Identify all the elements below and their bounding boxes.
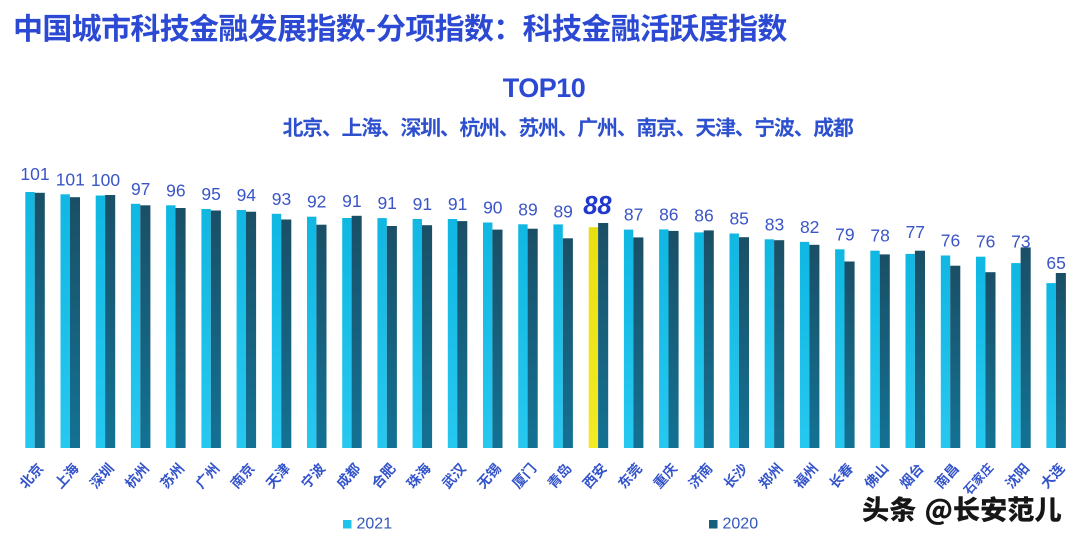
svg-text:91: 91 <box>413 194 432 214</box>
svg-text:91: 91 <box>342 191 361 211</box>
svg-text:2020: 2020 <box>723 516 759 533</box>
svg-text:97: 97 <box>131 179 150 199</box>
svg-text:79: 79 <box>835 224 854 244</box>
svg-text:87: 87 <box>624 205 643 225</box>
svg-text:101: 101 <box>20 164 49 184</box>
svg-text:94: 94 <box>237 185 257 205</box>
svg-text:91: 91 <box>377 193 396 213</box>
svg-text:93: 93 <box>272 189 291 209</box>
svg-text:86: 86 <box>659 204 678 224</box>
svg-text:77: 77 <box>906 222 925 242</box>
svg-text:89: 89 <box>518 199 537 219</box>
svg-text:85: 85 <box>729 209 748 229</box>
svg-text:100: 100 <box>91 170 120 190</box>
svg-text:88: 88 <box>583 192 612 220</box>
svg-text:76: 76 <box>941 231 960 251</box>
svg-text:82: 82 <box>800 217 819 237</box>
svg-text:78: 78 <box>870 226 889 246</box>
svg-text:91: 91 <box>448 194 467 214</box>
svg-text:76: 76 <box>976 232 995 252</box>
svg-text:TOP10: TOP10 <box>503 73 586 103</box>
svg-text:89: 89 <box>553 201 572 221</box>
svg-text:73: 73 <box>1011 232 1030 252</box>
svg-text:65: 65 <box>1046 253 1065 273</box>
svg-text:92: 92 <box>307 192 326 212</box>
svg-text:101: 101 <box>56 169 85 189</box>
svg-text:96: 96 <box>166 180 185 200</box>
svg-text:2021: 2021 <box>357 516 393 533</box>
svg-text:95: 95 <box>201 184 220 204</box>
svg-text:83: 83 <box>765 214 784 234</box>
svg-text:86: 86 <box>694 205 713 225</box>
svg-text:90: 90 <box>483 198 503 218</box>
